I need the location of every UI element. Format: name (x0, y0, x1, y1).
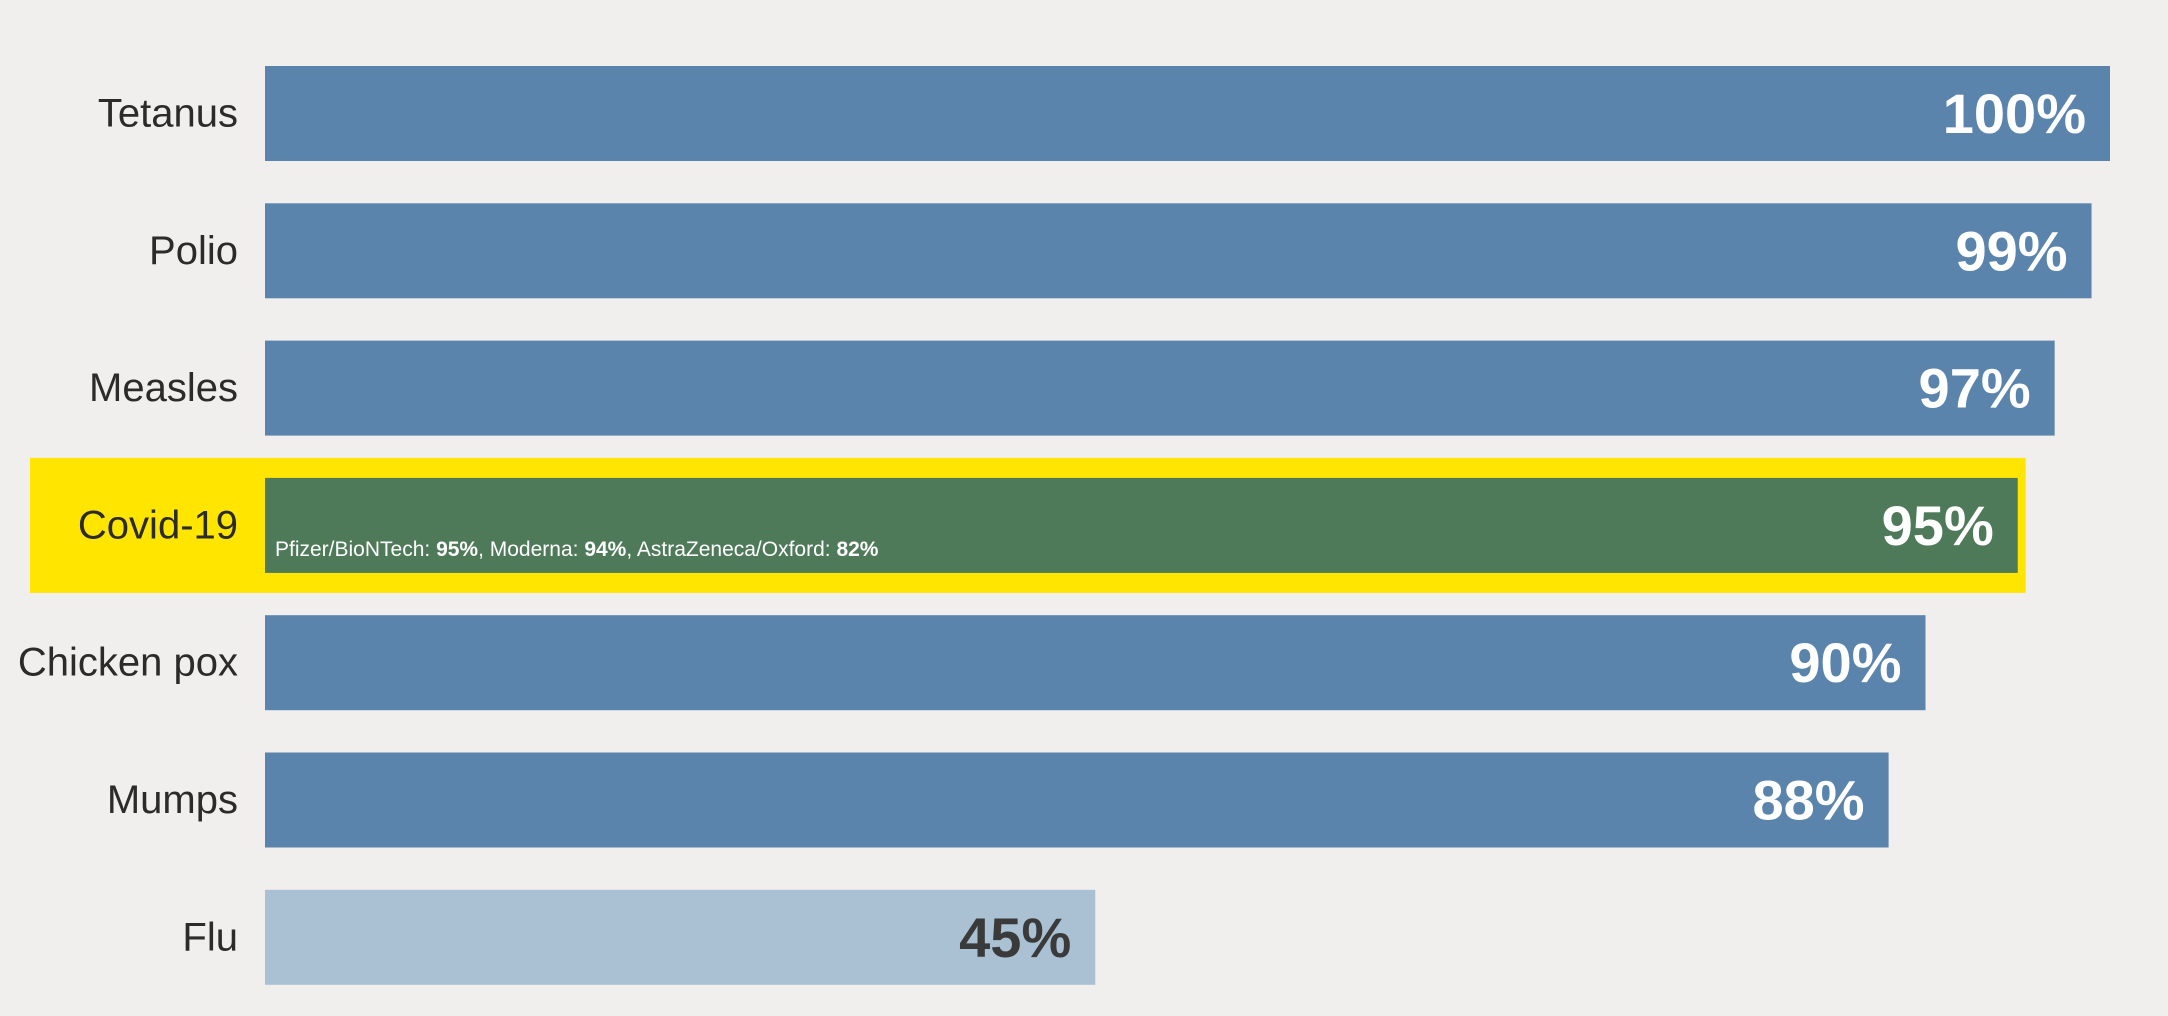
note-part: 95% (436, 537, 478, 560)
note-part: , Moderna: (478, 537, 584, 560)
bar-tetanus (265, 66, 2110, 161)
value-label-polio: 99% (1955, 219, 2067, 282)
note-part: , AstraZeneca/Oxford: (626, 537, 836, 560)
covid-vaccine-breakdown-note: Pfizer/BioNTech: 95%, Moderna: 94%, Astr… (275, 537, 879, 560)
bar-flu (265, 889, 1096, 985)
value-label-tetanus: 100% (1943, 82, 2086, 145)
value-label-flu: 45% (959, 906, 1071, 969)
bar-chicken-pox (265, 615, 1926, 711)
value-label-mumps: 88% (1753, 769, 1865, 832)
note-part: 94% (584, 537, 626, 560)
category-label-polio: Polio (149, 229, 238, 273)
category-label-mumps: Mumps (107, 778, 238, 822)
bar-polio (265, 203, 2092, 299)
value-label-measles: 97% (1919, 357, 2031, 420)
category-label-tetanus: Tetanus (98, 92, 238, 136)
category-label-measles: Measles (89, 366, 238, 410)
bar-covid-19 (265, 477, 2018, 573)
value-label-covid-19: 95% (1882, 494, 1994, 557)
category-label-flu: Flu (182, 915, 238, 959)
bar-measles (265, 340, 2055, 436)
category-label-chicken-pox: Chicken pox (18, 641, 238, 685)
note-part: 82% (836, 537, 878, 560)
note-part: Pfizer/BioNTech: (275, 537, 436, 560)
bar-mumps (265, 752, 1889, 848)
value-label-chicken-pox: 90% (1789, 631, 1901, 694)
category-label-covid-19: Covid-19 (78, 503, 238, 547)
